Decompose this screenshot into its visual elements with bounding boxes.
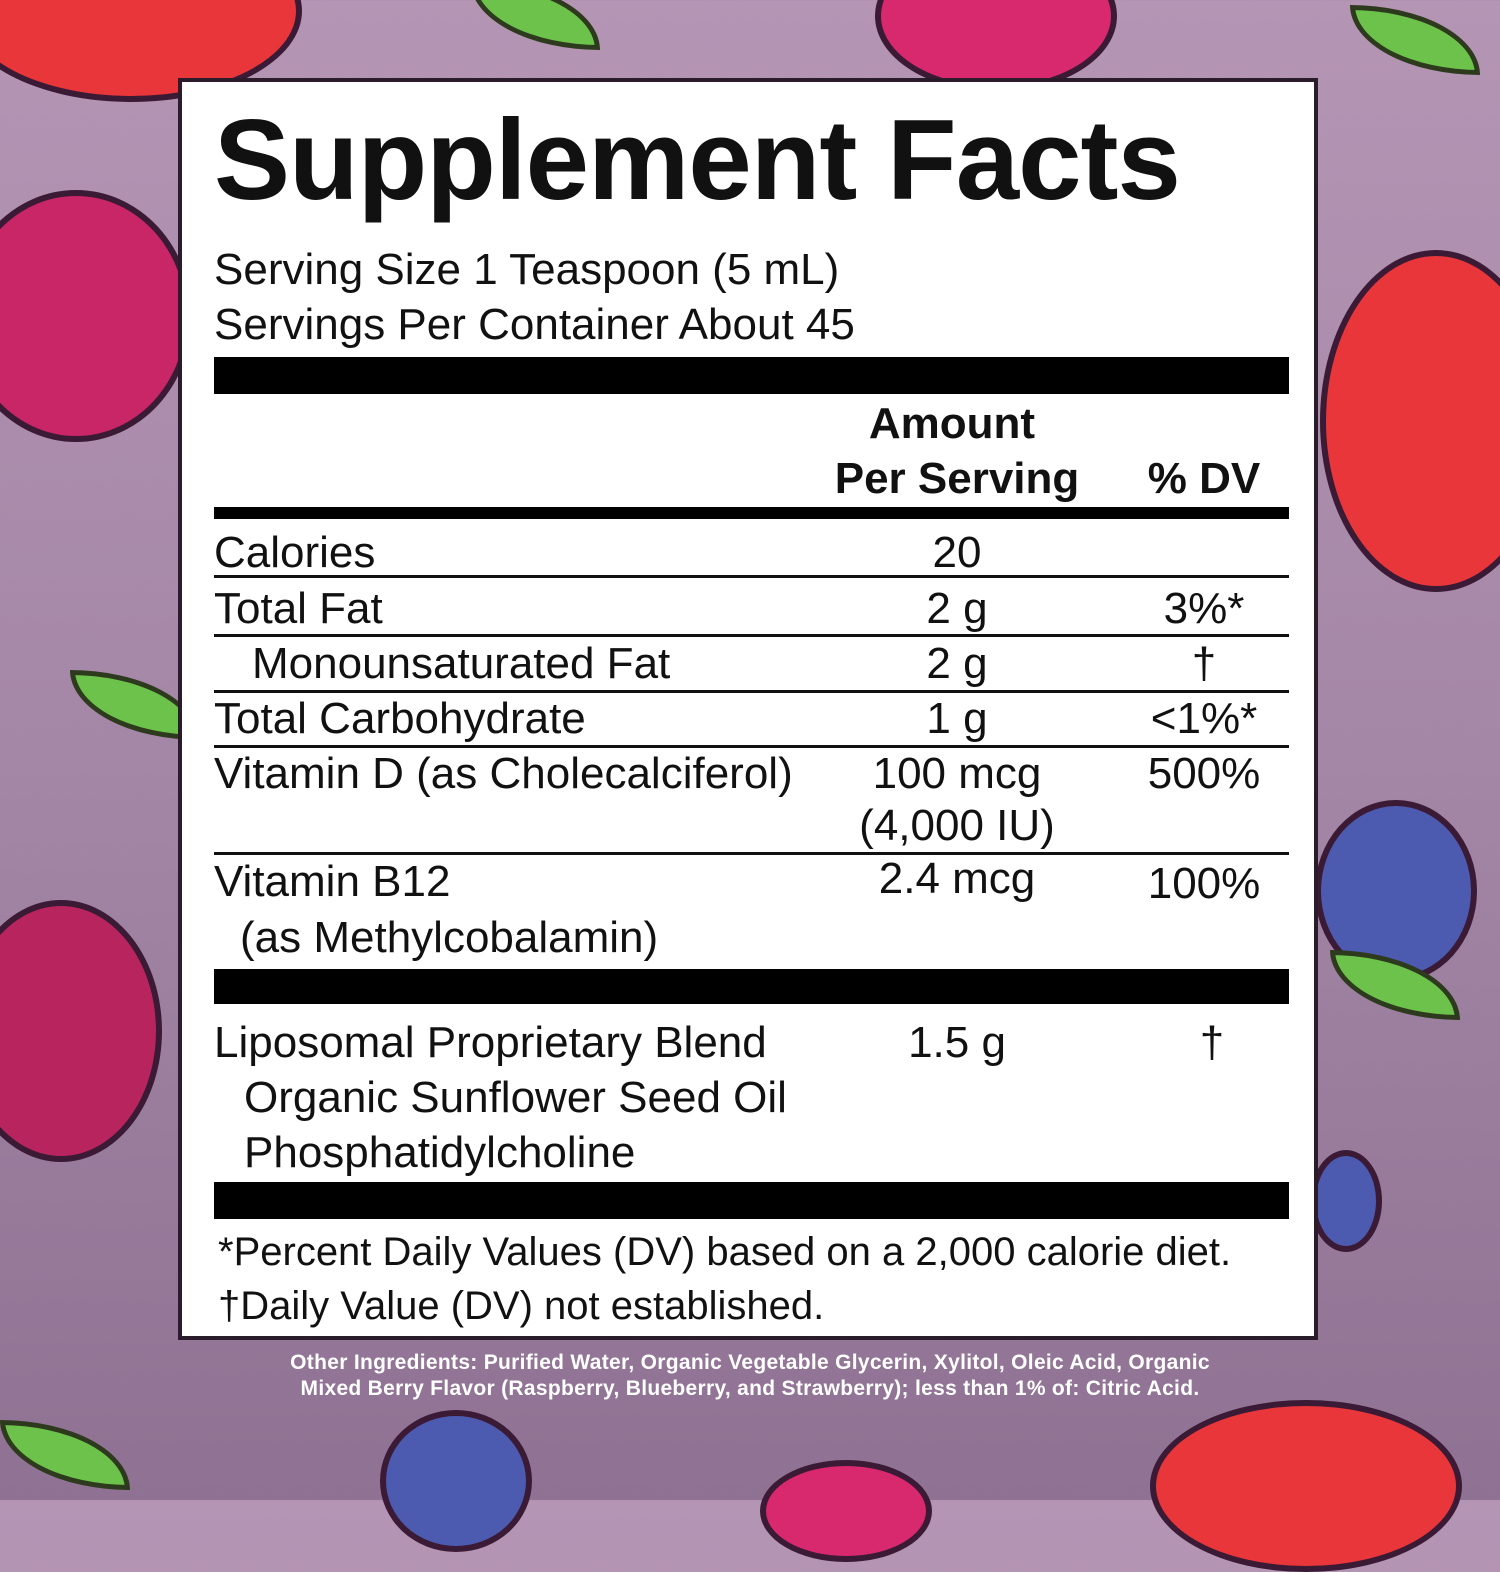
label-title: Supplement Facts xyxy=(214,97,1181,224)
amount-header: Amount xyxy=(868,399,1036,448)
nutrient-name: Monounsaturated Fat xyxy=(252,639,671,688)
blend-name: Liposomal Proprietary Blend xyxy=(214,1018,767,1067)
nutrient-name: Vitamin D (as Cholecalciferol) xyxy=(214,749,793,798)
thick-rule xyxy=(214,357,1289,394)
leaf-illustration xyxy=(0,1420,130,1490)
blueberry-illustration xyxy=(380,1410,532,1552)
leaf-illustration xyxy=(470,0,600,50)
nutrient-name: Calories xyxy=(214,528,376,577)
strawberry-illustration xyxy=(1320,250,1500,592)
supplement-facts-panel: Supplement Facts Serving Size 1 Teaspoon… xyxy=(178,78,1318,1340)
servings-per-container: Servings Per Container About 45 xyxy=(214,300,855,349)
leaf-illustration xyxy=(1350,5,1480,75)
raspberry-illustration xyxy=(760,1460,932,1562)
footnote-not-established: †Daily Value (DV) not established. xyxy=(218,1284,825,1328)
dv-header: % DV xyxy=(1147,454,1261,503)
raspberry-illustration xyxy=(0,190,192,442)
nutrient-dv: 100% xyxy=(1147,859,1261,908)
thick-rule xyxy=(214,1182,1289,1219)
nutrient-amount-iu: (4,000 IU) xyxy=(859,801,1055,850)
nutrient-name: Total Fat xyxy=(214,584,383,633)
nutrient-name: Vitamin B12 xyxy=(214,857,451,906)
blueberry-illustration xyxy=(1310,1150,1382,1252)
nutrient-name: Total Carbohydrate xyxy=(214,694,586,743)
nutrient-amount: 2.4 mcg xyxy=(878,854,1036,903)
row-divider xyxy=(214,690,1289,693)
nutrient-amount: 1 g xyxy=(926,694,988,743)
blend-ingredient: Phosphatidylcholine xyxy=(244,1128,636,1177)
raspberry-illustration xyxy=(0,900,162,1162)
other-ingredients-line: Mixed Berry Flavor (Raspberry, Blueberry… xyxy=(300,1377,1200,1400)
other-ingredients-line: Other Ingredients: Purified Water, Organ… xyxy=(290,1351,1210,1374)
thick-rule xyxy=(214,969,1289,1004)
nutrient-amount: 20 xyxy=(932,528,982,577)
row-divider xyxy=(214,745,1289,748)
blend-ingredient: Organic Sunflower Seed Oil xyxy=(244,1073,787,1122)
row-divider xyxy=(214,575,1289,578)
per-serving-header: Per Serving xyxy=(834,454,1080,503)
nutrient-dv: † xyxy=(1191,639,1217,688)
strawberry-illustration xyxy=(1150,1400,1462,1572)
nutrient-dv: 500% xyxy=(1147,749,1261,798)
nutrient-amount: 2 g xyxy=(926,584,988,633)
nutrient-dv: 3%* xyxy=(1163,584,1245,633)
blend-dv: † xyxy=(1199,1018,1225,1067)
row-divider xyxy=(214,852,1289,855)
row-divider xyxy=(214,634,1289,637)
nutrient-amount: 100 mcg xyxy=(872,749,1042,798)
other-ingredients: Other Ingredients: Purified Water, Organ… xyxy=(0,1350,1500,1402)
nutrient-form: (as Methylcobalamin) xyxy=(240,913,659,962)
blend-amount: 1.5 g xyxy=(908,1018,1006,1067)
nutrient-dv: <1%* xyxy=(1150,694,1258,743)
serving-size: Serving Size 1 Teaspoon (5 mL) xyxy=(214,245,840,294)
medium-rule xyxy=(214,507,1289,519)
nutrient-amount: 2 g xyxy=(926,639,988,688)
footnote-dv: *Percent Daily Values (DV) based on a 2,… xyxy=(218,1230,1232,1274)
